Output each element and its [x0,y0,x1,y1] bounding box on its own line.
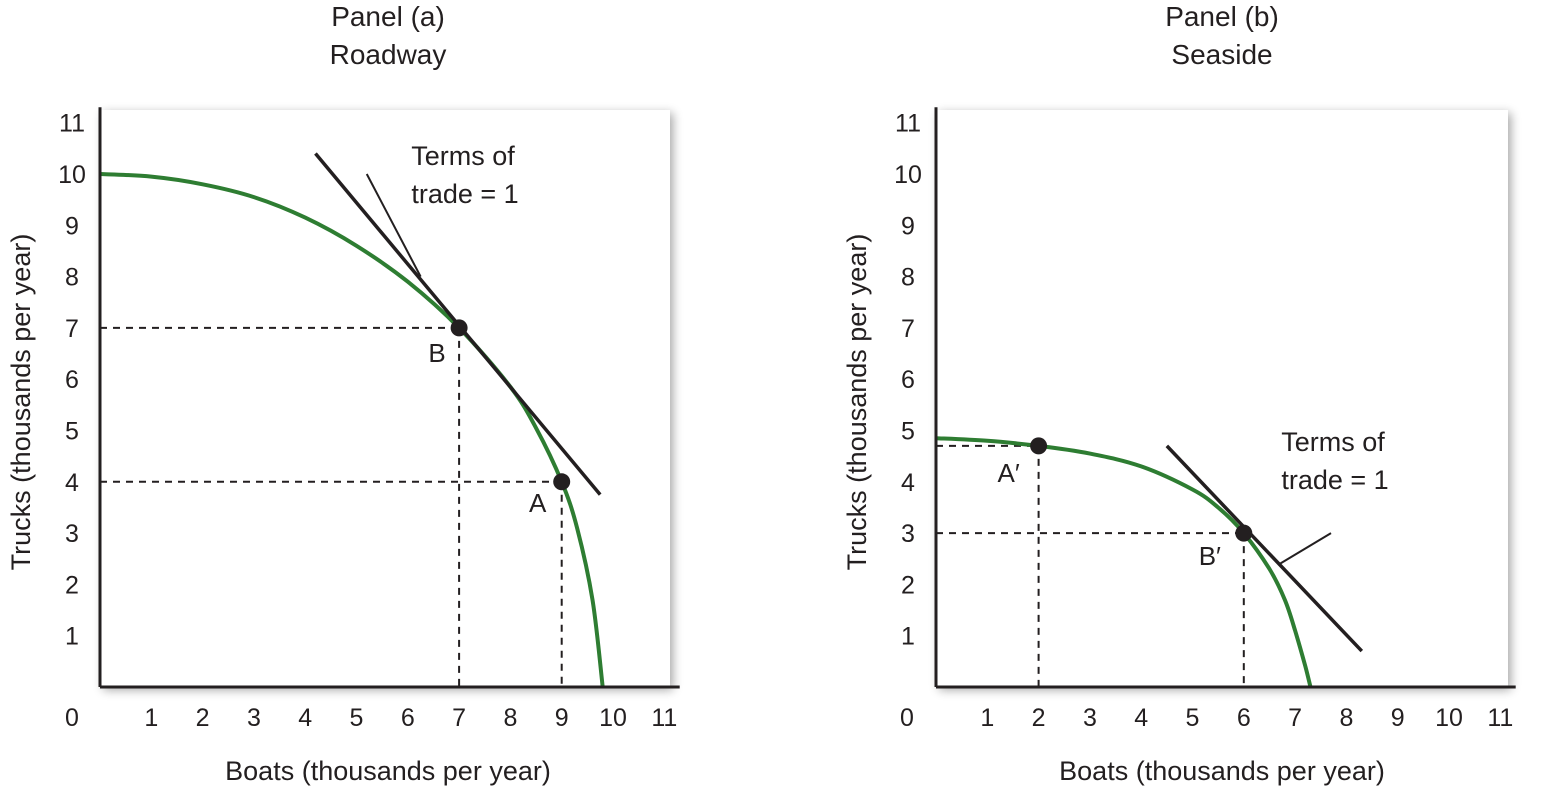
panel-a-guide-lines [100,326,563,687]
panel-b-point-label: B′ [1199,541,1221,571]
panel-b-x-tick-label: 3 [1083,704,1097,732]
panel-a-y-tick-label: 11 [59,110,85,138]
panel-b-x-tick-label: 6 [1237,704,1251,732]
panel-b-guide-lines [936,444,1245,687]
panel-a-roadway: Panel (a) Roadway 1 2 3 4 5 6 7 8 9 10 11 12345678… [6,1,680,786]
panel-b-x-ticks: 1 2 3 4 5 6 7 8 9 10 11 [980,704,1513,732]
panel-a-origin-label: 0 [65,704,79,732]
panel-a-y-tick-label: 7 [65,315,79,343]
panel-a-point-label: B [428,338,445,368]
panel-b-terms-label-line2: trade = 1 [1281,465,1388,495]
panel-a-point-2 [553,473,571,491]
panel-b-plot-frame [936,110,1508,687]
panel-b-point-2 [1235,524,1253,542]
panel-b-x-tick-label: 5 [1186,704,1200,732]
panel-b-title-line2: Seaside [1171,39,1272,70]
panel-b-y-tick-label: 11 [895,110,921,138]
panel-a-point-label: A [529,488,547,518]
panel-b-y-tick-label: 4 [901,469,915,497]
panel-a-annotation-pointer [365,173,422,278]
panel-a-x-tick-label: 6 [401,704,415,732]
panel-a-x-tick-label: 9 [555,704,569,732]
panel-b-y-ticks: 1 2 3 4 5 6 7 8 9 10 11 [894,110,922,651]
panel-a-y-axis-label: Trucks (thousands per year) [6,234,36,571]
panel-a-y-tick-label: 4 [65,469,79,497]
panel-a-x-tick-label: 2 [196,704,210,732]
panel-b-seaside: Panel (b) Seaside 1 2 3 4 5 6 7 8 9 10 11 12345678… [842,1,1516,786]
panel-b-x-tick-label: 11 [1487,704,1513,732]
panel-a-points: BA [428,319,571,518]
panel-b-y-tick-label: 5 [901,418,915,446]
panel-b-title-line1: Panel (b) [1165,1,1279,32]
panel-b-x-tick-label: 9 [1391,704,1405,732]
panel-b-x-tick-label: 2 [1032,704,1046,732]
panel-b-x-tick-label: 4 [1134,704,1148,732]
panel-a-y-tick-label: 6 [65,366,79,394]
panel-b-y-tick-label: 10 [894,161,922,189]
panel-b-y-axis-label: Trucks (thousands per year) [842,234,872,571]
panel-a-terms-label-line2: trade = 1 [411,179,518,209]
panel-b-points: A′ B′ [997,437,1253,571]
panel-b-x-tick-label: 1 [980,704,994,732]
panel-a-x-tick-label: 4 [298,704,312,732]
panel-b-y-tick-label: 3 [901,520,915,548]
panel-a-title-line1: Panel (a) [331,1,445,32]
panel-a-title-line2: Roadway [330,39,447,70]
panel-a-x-tick-label: 5 [350,704,364,732]
panel-a-x-axis-label: Boats (thousands per year) [225,756,551,786]
panel-a-plot-frame [100,110,670,687]
panel-b-y-tick-label: 2 [901,571,915,599]
panel-b-terms-of-trade-line [1165,444,1364,653]
panel-a-x-tick-label: 1 [144,704,158,732]
panel-b-y-tick-label: 9 [901,212,915,240]
panel-a-y-tick-label: 9 [65,212,79,240]
panel-a-ppc-curve [99,172,605,688]
panel-b-x-axis-label: Boats (thousands per year) [1059,756,1385,786]
panel-b-x-tick-label: 8 [1339,704,1353,732]
panel-a-point-1 [450,319,468,337]
panel-a-x-tick-label: 8 [503,704,517,732]
panel-a-x-tick-label: 11 [651,704,677,732]
panel-b-y-tick-label: 1 [901,623,915,651]
panel-a-terms-label-line1: Terms of [411,141,515,171]
panel-a-x-ticks: 1 2 3 4 5 6 7 8 9 10 11 [144,704,677,732]
panel-b-y-tick-label: 8 [901,264,915,292]
panel-a-x-tick-label: 7 [452,704,466,732]
panel-b-y-tick-label: 6 [901,366,915,394]
panel-a-y-tick-label: 10 [58,161,86,189]
panel-a-x-tick-label: 3 [247,704,261,732]
panel-b-point-1 [1030,437,1048,455]
panel-a-x-tick-label: 10 [599,704,627,732]
panel-a-y-tick-label: 2 [65,571,79,599]
panel-b-x-tick-label: 7 [1288,704,1302,732]
panel-b-y-tick-label: 7 [901,315,915,343]
panel-b-point-label: A′ [997,458,1019,488]
panel-a-y-tick-label: 8 [65,264,79,292]
panel-a-y-tick-label: 5 [65,418,79,446]
panel-b-annotation-pointer [1279,532,1332,565]
panel-a-y-tick-label: 3 [65,520,79,548]
panel-b-origin-label: 0 [900,704,914,732]
panel-a-y-tick-label: 1 [65,623,79,651]
panel-b-x-tick-label: 10 [1435,704,1463,732]
panel-b-terms-label-line1: Terms of [1281,427,1385,457]
panel-a-y-ticks: 1 2 3 4 5 6 7 8 9 10 11 [58,110,86,651]
